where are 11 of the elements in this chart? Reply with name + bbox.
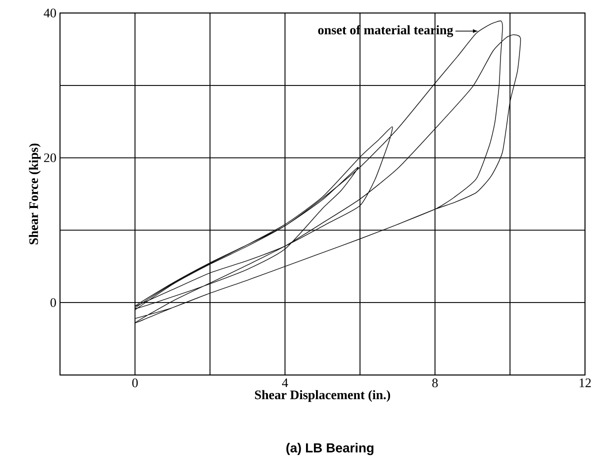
x-tick-label: 4: [282, 378, 288, 388]
y-tick-label: 20: [44, 153, 56, 162]
x-tick-label: 8: [432, 378, 438, 388]
y-axis-title: Shear Force (kips): [28, 144, 41, 244]
x-axis-title: Shear Displacement (in.): [255, 390, 390, 402]
x-tick-label: 12: [580, 378, 591, 388]
y-tick-label: 0: [50, 298, 56, 307]
y-tick-label: 40: [44, 8, 56, 18]
line-series: [134, 20, 521, 324]
text: (a) LB Bearing: [286, 442, 374, 456]
x-tick-label: 0: [132, 378, 138, 388]
